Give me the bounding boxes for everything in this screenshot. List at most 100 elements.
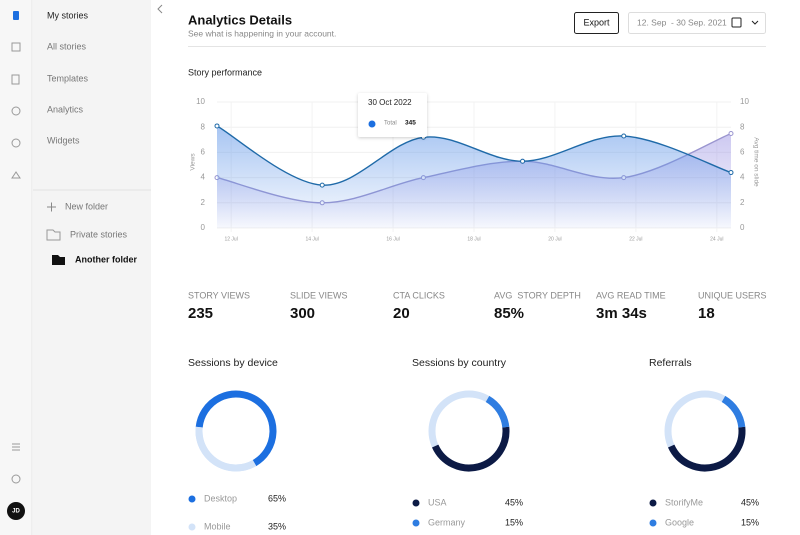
- widgets-icon[interactable]: [11, 138, 21, 148]
- stories-icon[interactable]: [13, 11, 19, 20]
- point: [728, 170, 734, 176]
- tooltip-title: 30 Oct 2022: [368, 98, 412, 107]
- legend-value: 45%: [741, 497, 759, 507]
- menu-item[interactable]: Templates: [47, 73, 89, 83]
- donut-segment: [485, 395, 510, 428]
- analytics-icon[interactable]: [11, 106, 21, 116]
- menu-panel: [33, 0, 151, 535]
- y-tick-label: 6: [201, 148, 206, 157]
- y2-tick-label: 6: [740, 148, 745, 157]
- stat-value: 300: [290, 305, 315, 322]
- stat-value: 18: [698, 305, 715, 322]
- legend-label: Google: [665, 517, 694, 527]
- y2-tick-label: 2: [740, 198, 745, 207]
- donut-segment: [668, 426, 746, 472]
- plus-icon[interactable]: [47, 202, 56, 212]
- y-tick-label: 0: [201, 223, 206, 232]
- avatar-initials: JD: [12, 509, 20, 515]
- tooltip-series: Total: [384, 121, 397, 127]
- stat-label: AVG STORY DEPTH: [494, 290, 581, 300]
- legend-value: 15%: [505, 517, 523, 527]
- y-axis-label: Views: [190, 153, 197, 171]
- line: [216, 125, 732, 186]
- folder[interactable]: Private stories: [70, 229, 128, 239]
- stat-value: 235: [188, 305, 213, 322]
- stat-label: AVG READ TIME: [596, 290, 666, 300]
- home-icon[interactable]: [11, 171, 21, 179]
- y2-tick-label: 8: [740, 122, 745, 131]
- templates-icon[interactable]: [11, 74, 20, 85]
- y2-tick-label: 10: [740, 97, 749, 106]
- stat-label: UNIQUE USERS: [698, 290, 767, 300]
- chart-title: Referrals: [649, 357, 692, 369]
- menu-item[interactable]: All stories: [47, 41, 87, 51]
- x-tick-label: 16 Jul: [386, 236, 399, 242]
- y2-tick-label: 4: [740, 173, 745, 182]
- donut-segment: [195, 426, 257, 472]
- legend-label: Mobile: [204, 521, 231, 531]
- menu-item[interactable]: My stories: [47, 10, 89, 20]
- legend-dot: [412, 499, 420, 507]
- date-range: 12. Sep - 30 Sep. 2021: [637, 17, 727, 27]
- avatar[interactable]: [7, 502, 25, 520]
- y2-tick-label: 0: [740, 223, 745, 232]
- stat-label: STORY VIEWS: [188, 290, 250, 300]
- legend-label: StorifyMe: [665, 497, 703, 507]
- dropdown-icon[interactable]: [751, 20, 759, 25]
- legend-value: 65%: [268, 493, 286, 503]
- calendar-icon[interactable]: [731, 17, 742, 28]
- legend-dot: [188, 523, 196, 531]
- point: [319, 182, 325, 188]
- stat-value: 85%: [494, 305, 524, 322]
- date-picker[interactable]: [628, 12, 766, 34]
- legend-dot: [188, 495, 196, 503]
- legend-dot: [649, 499, 657, 507]
- all-stories-icon[interactable]: [11, 42, 21, 52]
- chart-title: Story performance: [188, 67, 262, 77]
- legend-dot: [412, 519, 420, 527]
- legend-label: USA: [428, 497, 447, 507]
- x-tick-label: 20 Jul: [548, 236, 561, 242]
- y-tick-label: 4: [201, 173, 206, 182]
- stat-value: 3m 34s: [596, 305, 647, 322]
- legend-value: 15%: [741, 517, 759, 527]
- tooltip: [358, 93, 427, 137]
- x-tick-label: 14 Jul: [305, 236, 318, 242]
- point: [214, 123, 220, 129]
- tooltip-value: 345: [405, 120, 416, 127]
- legend-label: Desktop: [204, 493, 237, 503]
- new-folder[interactable]: New folder: [65, 201, 108, 211]
- chart-title: Sessions by country: [412, 357, 507, 369]
- donut-segment: [432, 426, 510, 472]
- y-tick-label: 10: [196, 97, 205, 106]
- settings-icon[interactable]: [12, 443, 20, 451]
- tooltip-dot: [368, 120, 376, 128]
- menu-item[interactable]: Analytics: [47, 104, 84, 114]
- x-tick-label: 18 Jul: [467, 236, 480, 242]
- legend-dot: [649, 519, 657, 527]
- legend-value: 45%: [505, 497, 523, 507]
- help-icon[interactable]: [11, 474, 21, 484]
- y-tick-label: 8: [201, 122, 206, 131]
- collapse-button[interactable]: [157, 4, 163, 14]
- stat-value: 20: [393, 305, 410, 322]
- stat-label: SLIDE VIEWS: [290, 290, 348, 300]
- menu-item[interactable]: Widgets: [47, 135, 80, 145]
- x-tick-label: 24 Jul: [710, 236, 723, 242]
- y2-axis-label: Avg time on slide: [752, 137, 759, 187]
- point: [621, 133, 627, 139]
- folder[interactable]: Another folder: [75, 254, 137, 264]
- export-label: Export: [583, 17, 610, 27]
- folder-icon[interactable]: [52, 255, 65, 265]
- legend-label: Germany: [428, 517, 466, 527]
- legend-value: 35%: [268, 521, 286, 531]
- point: [520, 158, 526, 164]
- folder-icon[interactable]: [46, 229, 61, 241]
- donut-segment: [195, 390, 277, 467]
- page-title: Analytics Details: [188, 12, 292, 27]
- export-button[interactable]: [574, 12, 619, 34]
- chart-title: Sessions by device: [188, 357, 278, 369]
- y-tick-label: 2: [201, 198, 206, 207]
- donut-segment: [721, 395, 746, 428]
